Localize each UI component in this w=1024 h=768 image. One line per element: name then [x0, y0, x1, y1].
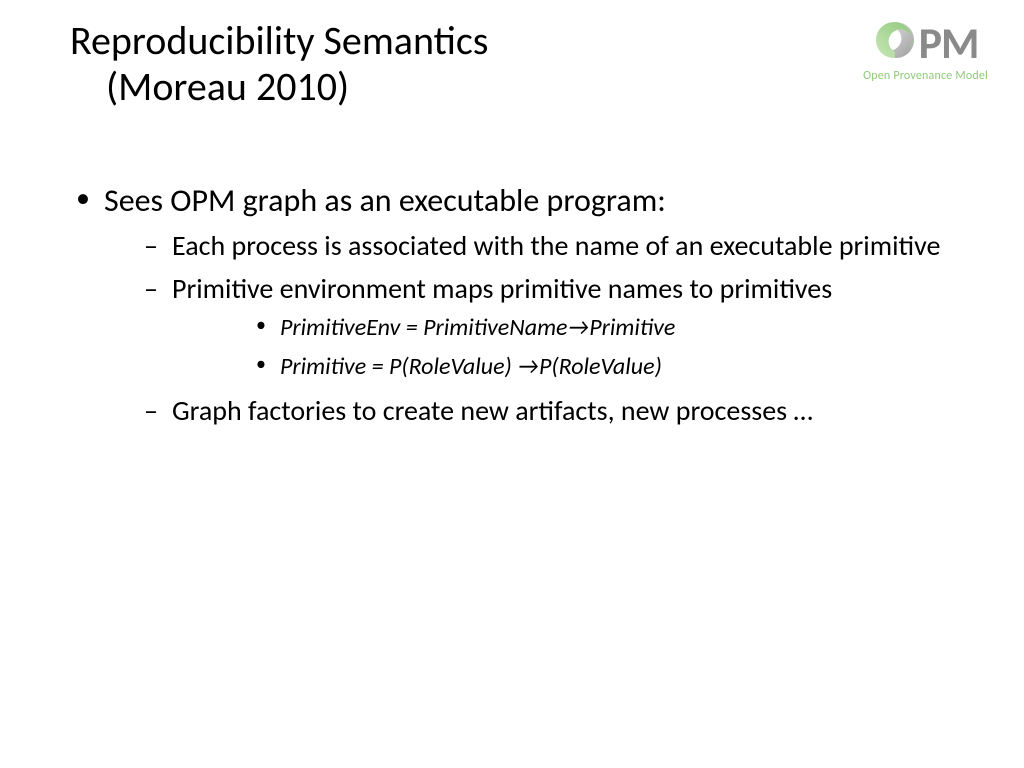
bullet-lvl3: Primitive = P(RoleValue) →P(RoleValue) — [172, 350, 954, 385]
slide-title: Reproducibility Semantics (Moreau 2010) — [70, 18, 720, 110]
logo-tagline: Open Provenance Model — [863, 69, 988, 83]
bullet-text: Primitive = P(RoleValue) →P(RoleValue) — [280, 352, 662, 381]
bullet-text: Primitive environment maps primitive nam… — [172, 271, 832, 306]
logo-row: PM — [863, 18, 988, 67]
bullet-lvl1: Sees OPM graph as an executable program:… — [70, 180, 954, 429]
slide: Reproducibility Semantics (Moreau 2010) — [0, 0, 1024, 768]
title-line-1: Reproducibility Semantics — [70, 18, 720, 64]
bullet-text: Graph factories to create new artifacts,… — [172, 393, 813, 428]
slide-body: Sees OPM graph as an executable program:… — [70, 180, 954, 429]
bullet-lvl2: Primitive environment maps primitive nam… — [104, 271, 954, 384]
swirl-icon — [873, 18, 917, 67]
logo-acronym: PM — [919, 21, 979, 65]
opm-logo: PM Open Provenance Model — [863, 18, 988, 83]
bullet-lvl3: PrimitiveEnv = PrimitiveName→Primitive — [172, 311, 954, 346]
bullet-text: Each process is associated with the name… — [172, 228, 940, 263]
bullet-list: Sees OPM graph as an executable program:… — [70, 180, 954, 429]
bullet-text: PrimitiveEnv = PrimitiveName→Primitive — [280, 313, 675, 342]
bullet-text: Sees OPM graph as an executable program: — [104, 181, 666, 220]
bullet-lvl2: Graph factories to create new artifacts,… — [104, 393, 954, 429]
title-line-2: (Moreau 2010) — [70, 64, 720, 110]
bullet-lvl2: Each process is associated with the name… — [104, 228, 954, 264]
